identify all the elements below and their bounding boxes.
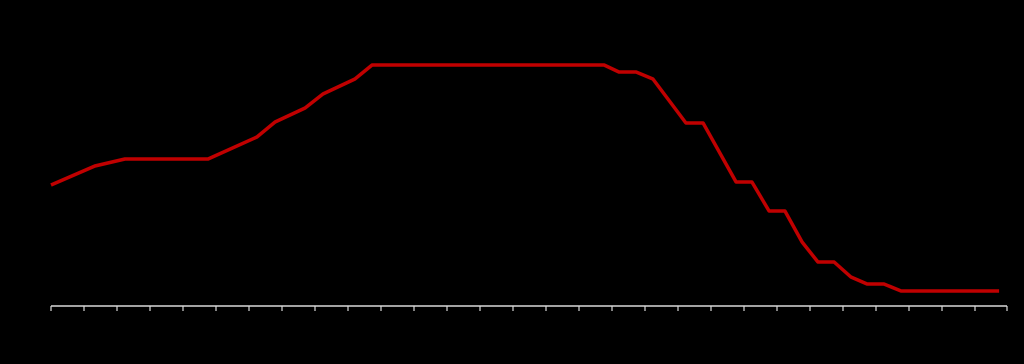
line xyxy=(50,63,1000,293)
